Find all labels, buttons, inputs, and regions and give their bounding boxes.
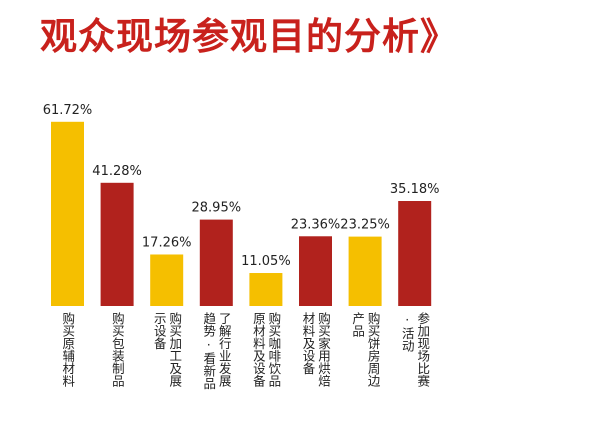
chart-title: 观众现场参观目的分析》 [40, 15, 458, 58]
category-label-1: 购买原辅材料 [60, 312, 76, 387]
value-label-3: 17.26% [142, 235, 192, 250]
category-label-4: 了解行业发展 趋势·看新品 [201, 312, 232, 390]
value-label-5: 11.05% [241, 254, 291, 269]
value-label-7: 23.25% [340, 218, 390, 233]
category-label-2: 购买包装制品 [109, 312, 125, 387]
value-label-1: 61.72% [43, 103, 93, 118]
category-label-5: 购买咖啡饮品 原材料及设备 [250, 312, 282, 387]
bar-1 [51, 121, 84, 306]
category-label-6: 购买家用烘焙 材料及设备 [300, 312, 332, 387]
bar-4 [199, 219, 233, 306]
bar-8 [398, 201, 432, 306]
bar-7 [348, 236, 382, 306]
bar-5 [249, 273, 283, 306]
value-label-6: 23.36% [291, 217, 341, 232]
value-label-4: 28.95% [192, 201, 242, 216]
category-label-8: 参加现场比赛 ·活动 [399, 312, 431, 387]
bar-6 [299, 236, 332, 306]
bar-3 [150, 254, 184, 306]
category-label-7: 购买饼房周边 产品 [350, 312, 381, 387]
value-label-2: 41.28% [92, 164, 142, 179]
value-label-8: 35.18% [390, 182, 440, 197]
category-label-3: 购买加工及展 示设备 [151, 312, 183, 387]
bar-2 [100, 182, 134, 306]
